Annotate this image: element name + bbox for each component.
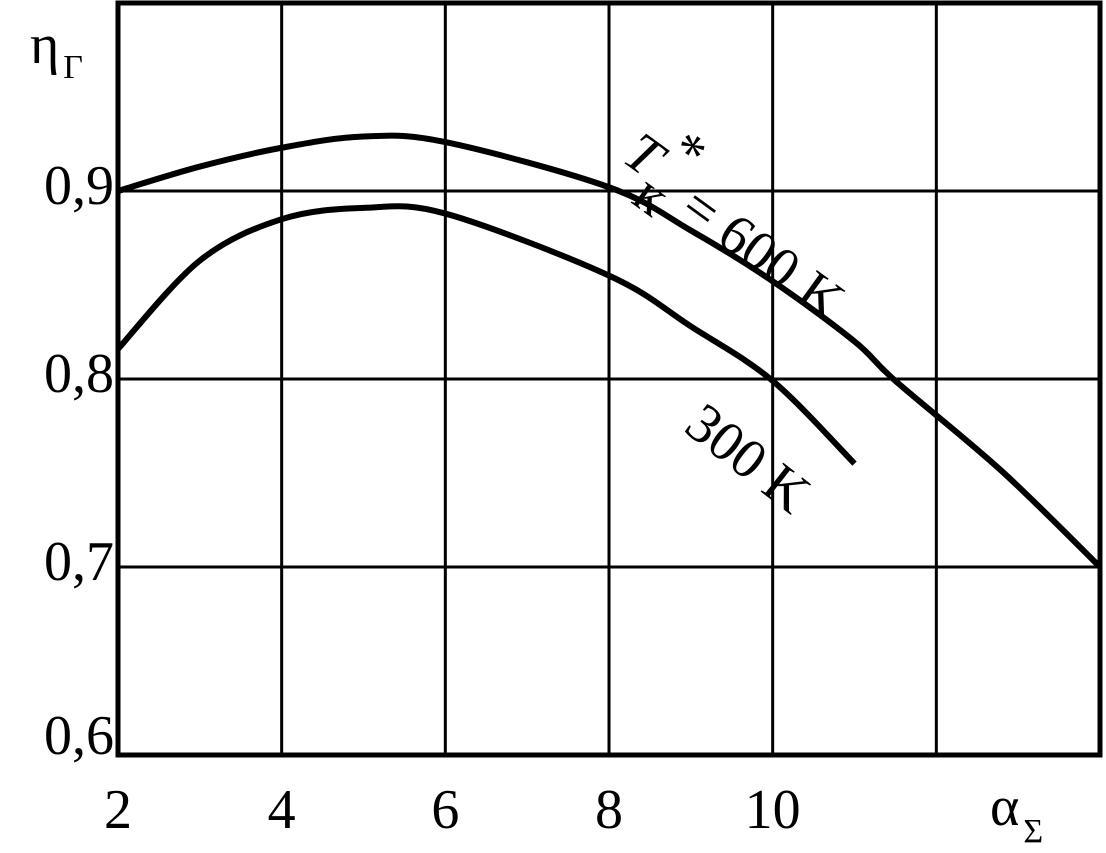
- y-label-symbol: η: [30, 14, 59, 76]
- x-tick-label: 6: [431, 779, 459, 841]
- x-tick-label: 8: [595, 779, 623, 841]
- annotation-600: T * к = 600 K: [613, 119, 856, 333]
- y-tick-label: 0,6: [44, 705, 114, 767]
- annotation-300: 300 K: [674, 392, 821, 526]
- y-label-subscript: Г: [63, 49, 83, 86]
- plot: 0,6 0,7 0,8 0,9 2 4 6 8 10: [44, 0, 1103, 841]
- curve: [115, 203, 857, 466]
- y-tick-label: 0,9: [44, 155, 114, 217]
- x-tick-label: 4: [268, 779, 296, 841]
- y-tick-label: 0,8: [44, 343, 114, 405]
- plot-frame: [115, 0, 1103, 758]
- x-tick-label: 2: [104, 779, 132, 841]
- x-label-subscript: Σ: [1023, 813, 1043, 850]
- curve: [117, 132, 1103, 570]
- x-tick-label: 10: [745, 779, 801, 841]
- series-label: = 600 K: [670, 175, 855, 333]
- series-label: 300 K: [674, 392, 821, 526]
- y-tick-label: 0,7: [44, 531, 114, 593]
- x-label-symbol: α: [990, 776, 1019, 838]
